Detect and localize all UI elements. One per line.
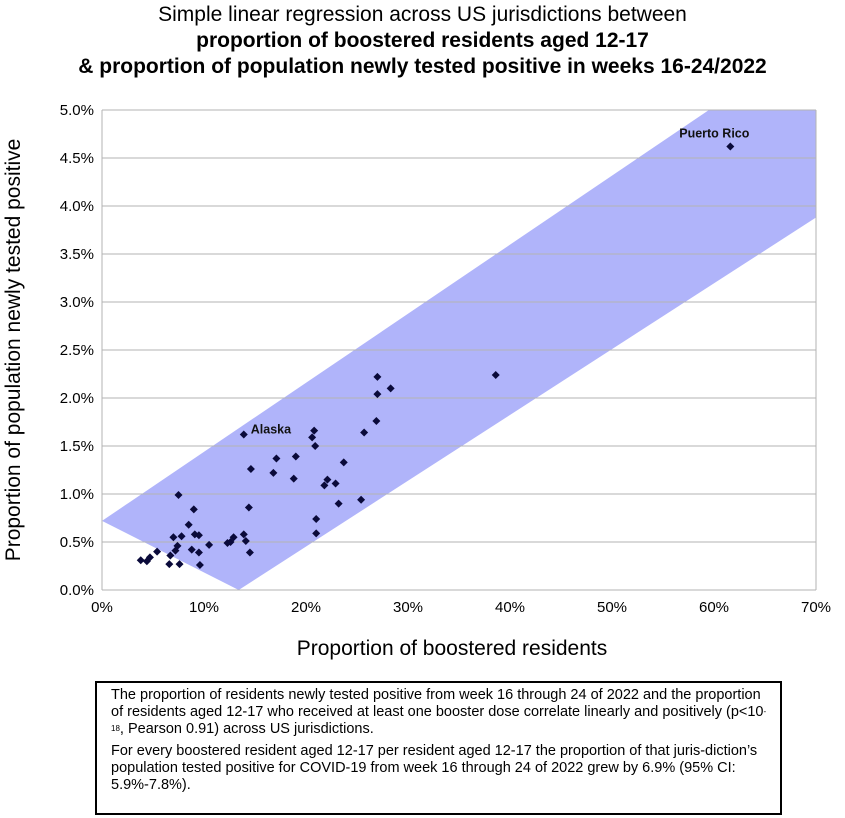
data-point-0-42	[339, 458, 348, 467]
data-point-0-35	[311, 442, 320, 450]
caption-paragraph-2: For every boostered resident aged 12-17 …	[111, 743, 758, 793]
x-tick-label-3: 30%	[393, 599, 423, 616]
x-tick-label-7: 70%	[801, 599, 831, 616]
chart-subtitle-line-2: proportion of boostered residents aged 1…	[196, 29, 649, 52]
data-point-0-45	[372, 417, 381, 426]
annotation-label-1: Puerto Rico	[679, 126, 750, 140]
data-point-0-33	[308, 433, 317, 442]
data-point-0-16	[194, 531, 203, 540]
x-tick-label-2: 20%	[291, 599, 321, 616]
data-point-0-39	[323, 475, 332, 484]
data-point-0-44	[360, 428, 369, 437]
data-point-0-26	[244, 503, 253, 512]
data-point-0-19	[205, 540, 214, 549]
data-point-0-48	[386, 384, 395, 393]
data-point-0-5	[166, 551, 175, 560]
caption-p1-text: The proportion of residents newly tested…	[111, 687, 764, 720]
data-point-0-10	[175, 560, 184, 569]
data-point-0-32	[291, 452, 300, 461]
data-point-0-22	[229, 533, 238, 542]
data-point-0-23	[239, 530, 248, 539]
data-point-0-46	[373, 390, 382, 399]
y-tick-label-8: 4.0%	[60, 198, 94, 215]
data-point-0-12	[184, 520, 193, 529]
caption-p1-exponent: -18	[111, 707, 767, 733]
data-point-0-9	[174, 490, 183, 499]
data-point-0-50	[726, 142, 735, 151]
x-tick-label-0: 0%	[91, 599, 113, 616]
y-tick-label-7: 3.5%	[60, 246, 94, 263]
annotation-label-0: Alaska	[251, 422, 292, 436]
data-point-0-49	[491, 370, 500, 379]
data-point-0-27	[246, 465, 255, 474]
data-point-0-28	[239, 430, 248, 439]
y-tick-label-2: 1.0%	[60, 486, 94, 503]
x-tick-label-6: 60%	[699, 599, 729, 616]
y-tick-label-10: 5.0%	[60, 102, 94, 119]
data-point-0-0	[136, 556, 145, 565]
data-point-0-13	[187, 545, 196, 554]
data-point-0-40	[331, 479, 340, 488]
y-tick-label-0: 0.0%	[60, 582, 94, 599]
y-tick-label-1: 0.5%	[60, 534, 94, 551]
data-point-0-4	[165, 560, 174, 569]
caption-box: The proportion of residents newly tested…	[95, 681, 782, 815]
data-point-0-6	[169, 533, 178, 542]
caption-paragraph-1: The proportion of residents newly tested…	[111, 687, 768, 738]
y-tick-label-6: 3.0%	[60, 294, 94, 311]
chart-title: Simple linear regression across US juris…	[158, 3, 687, 26]
x-axis-label: Proportion of boostered residents	[297, 637, 608, 660]
data-point-0-41	[334, 499, 343, 508]
y-tick-label-3: 1.5%	[60, 438, 94, 455]
y-axis-label: Proportion of population newly tested po…	[2, 139, 25, 562]
data-point-0-43	[357, 495, 366, 504]
data-point-0-36	[312, 514, 321, 523]
y-tick-label-5: 2.5%	[60, 342, 94, 359]
data-point-0-31	[289, 474, 298, 483]
data-point-0-37	[312, 529, 321, 538]
data-point-0-8	[173, 541, 182, 550]
x-tick-label-4: 40%	[495, 599, 525, 616]
data-point-0-47	[373, 372, 382, 381]
x-tick-label-1: 10%	[189, 599, 219, 616]
data-point-0-14	[189, 505, 198, 514]
data-point-0-34	[310, 426, 319, 435]
data-point-0-25	[245, 548, 254, 557]
data-point-0-17	[194, 548, 203, 557]
caption-p1-tail: , Pearson 0.91) across US jurisdictions.	[119, 721, 374, 737]
data-point-0-24	[241, 537, 250, 546]
data-point-0-3	[153, 547, 162, 556]
data-point-0-18	[195, 561, 204, 570]
data-point-0-2	[145, 553, 154, 562]
x-tick-label-5: 50%	[597, 599, 627, 616]
data-point-0-38	[320, 481, 329, 490]
scatter-chart: Alaska Puerto Rico 0.0% 0.5% 1.0% 1.5% 2.0% 2.…	[2, 102, 831, 660]
data-point-0-11	[177, 532, 186, 541]
y-tick-label-9: 4.5%	[60, 150, 94, 167]
data-point-0-29	[269, 468, 278, 477]
data-point-0-30	[272, 454, 281, 463]
y-tick-label-4: 2.0%	[60, 390, 94, 407]
chart-subtitle-line-3: & proportion of population newly tested …	[78, 55, 767, 78]
